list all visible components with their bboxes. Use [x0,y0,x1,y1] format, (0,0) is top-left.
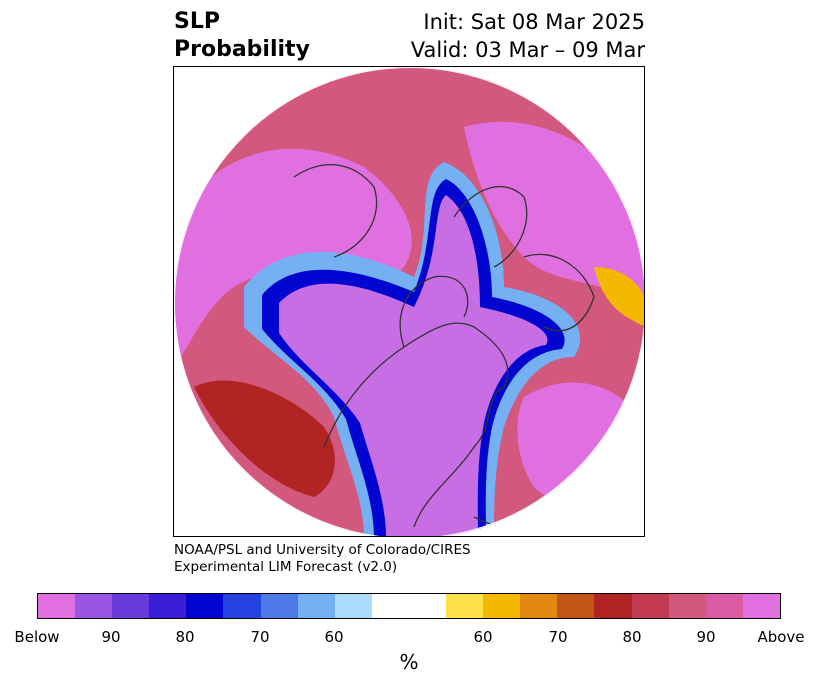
colorbar-segment [75,594,113,618]
colorbar-segment [557,594,595,618]
colorbar-label-70-above: 70 [548,628,568,646]
forecast-dates: Init: Sat 08 Mar 2025 Valid: 03 Mar – 09… [411,8,645,64]
colorbar-label-below: Below [14,628,60,646]
colorbar-segment [594,594,632,618]
coastlines [293,164,595,530]
credit-line-1: NOAA/PSL and University of Colorado/CIRE… [174,542,471,558]
colorbar-segment [186,594,224,618]
colorbar-segment [260,594,298,618]
colorbar-segment [668,594,706,618]
colorbar-segment [112,594,150,618]
colorbar-segment [297,594,335,618]
map-title: SLP Probability [174,8,310,64]
init-date: Init: Sat 08 Mar 2025 [423,10,645,34]
colorbar-unit: % [399,650,419,674]
colorbar-segment [223,594,261,618]
map-panel [173,66,645,537]
valid-range: Valid: 03 Mar – 09 Mar [410,38,645,62]
above-region-atlantic [517,382,644,506]
colorbar-label-above: Above [757,628,805,646]
title-line-1: SLP [174,9,220,34]
colorbar-label-60-below: 60 [324,628,344,646]
colorbar [37,593,781,619]
colorbar-segment [408,594,447,618]
colorbar-label-90-above: 90 [696,628,716,646]
above-region-eurasia [464,121,644,307]
title-line-2: Probability [174,37,310,62]
colorbar-label-60-above: 60 [473,628,493,646]
colorbar-segment [742,594,780,618]
above-rim-southwest [194,380,335,497]
neutral-patch-east [594,267,644,327]
colorbar-segment [705,594,743,618]
colorbar-segment [483,594,521,618]
probability-map [174,67,644,536]
colorbar-segment [520,594,558,618]
colorbar-segment [334,594,372,618]
colorbar-label-90-below: 90 [101,628,121,646]
colorbar-segment [631,594,669,618]
colorbar-segment [38,594,76,618]
map-disk-edge [174,67,644,536]
credit-line-2: Experimental LIM Forecast (v2.0) [174,559,398,575]
colorbar-segment [371,594,409,618]
colorbar-label-80-above: 80 [622,628,642,646]
colorbar-label-80-below: 80 [175,628,195,646]
colorbar-segment [149,594,187,618]
colorbar-segment [446,594,484,618]
credit-text: NOAA/PSL and University of Colorado/CIRE… [174,542,471,576]
below-strong-core [279,195,548,536]
colorbar-label-70-below: 70 [250,628,270,646]
